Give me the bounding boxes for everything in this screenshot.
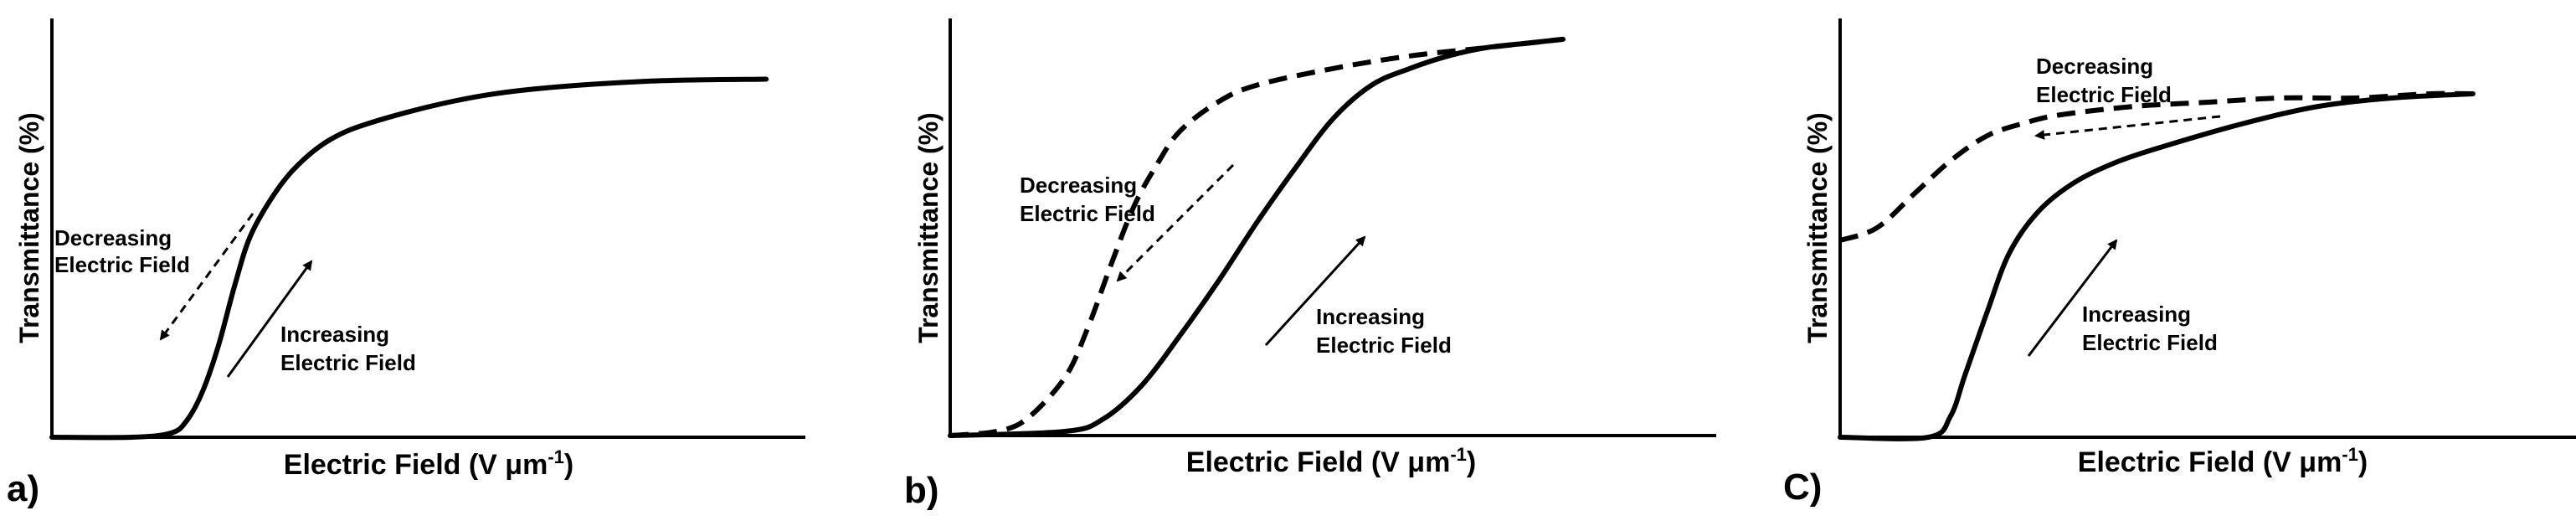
- panel-a-series-0: [49, 76, 769, 441]
- panel-c-x-axis-label-close: ): [2358, 446, 2368, 478]
- panel-b-series-1: [949, 36, 1564, 438]
- panel-a: Decreasing Electric Field Increasing Ele…: [7, 18, 805, 509]
- panel-c-series-1: [1839, 90, 2473, 243]
- panel-a-decreasing-arrow: [159, 213, 255, 341]
- panel-b-label: b): [904, 470, 939, 511]
- panel-c-decreasing-label-2: Electric Field: [2036, 82, 2172, 107]
- panel-b: Decreasing Electric Field Increasing Ele…: [904, 18, 1716, 511]
- panel-a-label: a): [7, 468, 39, 509]
- panel-a-increasing-label-2: Electric Field: [280, 350, 416, 375]
- panel-c-increasing-arrow: [2027, 239, 2118, 357]
- panel-c-increasing-label-1: Increasing: [2082, 302, 2191, 327]
- panel-c-series-0: [1838, 91, 2476, 441]
- panel-a-increasing-arrow: [226, 260, 313, 378]
- panel-b-series-0: [948, 36, 1566, 438]
- panel-c-x-axis-label: Electric Field (V μm-1): [2078, 444, 2368, 478]
- panel-c-y-axis-label: Transmittance (%): [1802, 112, 1833, 343]
- panel-a-x-axis-label-sup: -1: [548, 446, 564, 467]
- panel-a-decreasing-label-2: Electric Field: [54, 252, 190, 277]
- panel-b-x-axis-label: Electric Field (V μm-1): [1186, 444, 1476, 478]
- panel-b-increasing-label-2: Electric Field: [1316, 333, 1452, 358]
- panel-b-x-axis-label-sup: -1: [1450, 444, 1467, 465]
- panel-c-label: C): [1783, 467, 1822, 508]
- panel-a-x-axis-label-main: Electric Field (V μm: [284, 449, 548, 481]
- panel-c-x-axis-label-sup: -1: [2342, 444, 2358, 465]
- panel-c-increasing-label-2: Electric Field: [2082, 330, 2218, 355]
- panel-c-decreasing-arrow: [2034, 115, 2221, 140]
- panel-a-decreasing-label-1: Decreasing: [54, 225, 172, 250]
- panel-c-decreasing-label-1: Decreasing: [2036, 54, 2153, 79]
- panel-b-y-axis-label: Transmittance (%): [913, 112, 944, 343]
- panel-a-x-axis-label: Electric Field (V μm-1): [284, 446, 573, 481]
- panel-b-increasing-arrow: [1264, 235, 1366, 347]
- panel-c-x-axis-label-main: Electric Field (V μm: [2078, 446, 2342, 478]
- panel-b-increasing-label-1: Increasing: [1316, 304, 1425, 329]
- panel-a-increasing-label-1: Increasing: [280, 322, 389, 347]
- panel-a-x-axis-label-close: ): [564, 449, 573, 481]
- panel-a-y-axis-label: Transmittance (%): [14, 112, 44, 343]
- panel-c: Decreasing Electric Field Increasing Ele…: [1783, 18, 2576, 508]
- panel-b-decreasing-label-1: Decreasing: [1020, 173, 1137, 198]
- panel-b-decreasing-label-2: Electric Field: [1020, 201, 1155, 226]
- panel-b-decreasing-arrow: [1116, 163, 1235, 282]
- panel-b-x-axis-label-close: ): [1467, 446, 1476, 478]
- panel-b-x-axis-label-main: Electric Field (V μm: [1186, 446, 1451, 478]
